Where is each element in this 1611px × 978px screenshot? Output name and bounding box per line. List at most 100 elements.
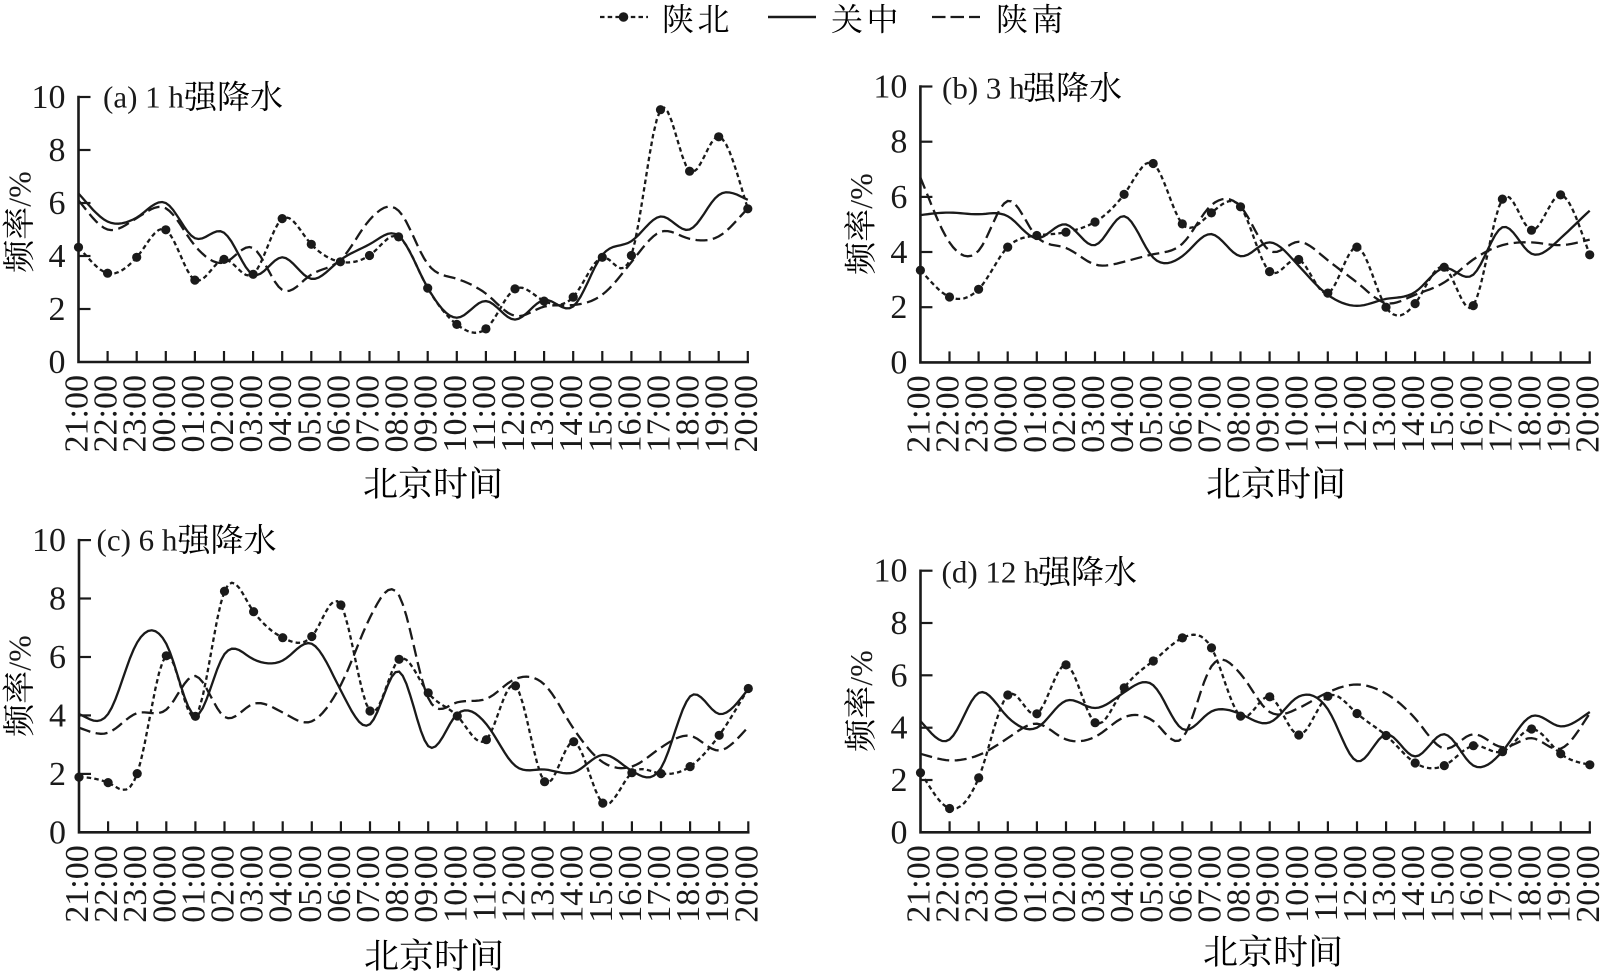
svg-text:10:00: 10:00	[1279, 375, 1316, 452]
svg-text:01:00: 01:00	[175, 375, 212, 452]
svg-text:18:00: 18:00	[670, 375, 707, 452]
svg-text:03:00: 03:00	[234, 845, 271, 922]
svg-text:14:00: 14:00	[1395, 375, 1432, 452]
svg-text:(b) 3 h: (b) 3 h	[942, 71, 1025, 106]
svg-text:02:00: 02:00	[204, 375, 241, 452]
svg-text:16:00: 16:00	[612, 845, 649, 922]
svg-text:00:00: 00:00	[988, 845, 1025, 922]
svg-text:05:00: 05:00	[291, 375, 328, 452]
svg-text:07:00: 07:00	[350, 375, 387, 452]
svg-text:17:00: 17:00	[1483, 845, 1520, 922]
svg-text:22:00: 22:00	[88, 375, 125, 452]
svg-text:20:00: 20:00	[728, 845, 765, 922]
svg-text:06:00: 06:00	[321, 845, 358, 922]
svg-text:(d) 12 h: (d) 12 h	[942, 555, 1041, 590]
svg-text:0: 0	[890, 344, 907, 381]
svg-text:/%: /%	[843, 173, 879, 209]
svg-text:10: 10	[873, 69, 907, 106]
svg-text:08:00: 08:00	[379, 375, 416, 452]
svg-text:8: 8	[49, 132, 66, 169]
svg-text:11:00: 11:00	[466, 375, 503, 451]
svg-text:14:00: 14:00	[1395, 845, 1432, 922]
svg-text:05:00: 05:00	[292, 845, 329, 922]
svg-text:/%: /%	[843, 650, 879, 686]
svg-text:04:00: 04:00	[1104, 845, 1141, 922]
svg-text:00:00: 00:00	[988, 375, 1025, 452]
svg-text:18:00: 18:00	[670, 845, 707, 922]
svg-text:09:00: 09:00	[408, 845, 445, 922]
svg-text:23:00: 23:00	[959, 845, 996, 922]
svg-text:23:00: 23:00	[959, 375, 996, 452]
svg-text:02:00: 02:00	[1046, 375, 1083, 452]
svg-text:13:00: 13:00	[524, 375, 561, 452]
svg-text:10:00: 10:00	[437, 375, 474, 452]
svg-text:08:00: 08:00	[1221, 845, 1258, 922]
svg-text:0: 0	[49, 814, 66, 851]
svg-text:19:00: 19:00	[1541, 375, 1578, 452]
svg-text:0: 0	[49, 344, 66, 381]
svg-text:07:00: 07:00	[1191, 375, 1228, 452]
svg-text:10:00: 10:00	[437, 845, 474, 922]
svg-text:15:00: 15:00	[583, 845, 620, 922]
svg-text:0: 0	[891, 814, 908, 851]
svg-text:18:00: 18:00	[1512, 375, 1549, 452]
svg-text:2: 2	[891, 762, 908, 799]
svg-text:23:00: 23:00	[117, 845, 154, 922]
svg-text:12:00: 12:00	[1337, 845, 1374, 922]
svg-text:16:00: 16:00	[611, 375, 648, 452]
svg-text:04:00: 04:00	[1104, 375, 1141, 452]
svg-text:20:00: 20:00	[1570, 845, 1607, 922]
svg-text:17:00: 17:00	[1482, 375, 1519, 452]
svg-text:12:00: 12:00	[1337, 375, 1374, 452]
svg-text:10: 10	[874, 553, 908, 590]
svg-text:6: 6	[49, 639, 66, 676]
svg-text:08:00: 08:00	[379, 845, 416, 922]
svg-text:2: 2	[49, 291, 66, 328]
svg-text:01:00: 01:00	[175, 845, 212, 922]
svg-text:14:00: 14:00	[554, 845, 591, 922]
svg-text:/%: /%	[2, 635, 38, 671]
svg-text:14:00: 14:00	[553, 375, 590, 452]
svg-text:00:00: 00:00	[146, 845, 183, 922]
svg-text:4: 4	[49, 238, 66, 275]
svg-text:13:00: 13:00	[1366, 375, 1403, 452]
svg-text:18:00: 18:00	[1512, 845, 1549, 922]
svg-text:04:00: 04:00	[263, 845, 300, 922]
svg-text:/%: /%	[2, 171, 38, 207]
svg-text:8: 8	[891, 605, 908, 642]
svg-text:11:00: 11:00	[1308, 375, 1345, 451]
svg-text:07:00: 07:00	[350, 845, 387, 922]
svg-text:4: 4	[891, 710, 908, 747]
svg-text:09:00: 09:00	[1250, 845, 1287, 922]
svg-text:15:00: 15:00	[1424, 845, 1461, 922]
svg-text:09:00: 09:00	[1250, 375, 1287, 452]
svg-text:22:00: 22:00	[930, 375, 967, 452]
svg-text:12:00: 12:00	[496, 845, 533, 922]
svg-text:6: 6	[891, 657, 908, 694]
svg-text:05:00: 05:00	[1133, 375, 1170, 452]
svg-text:10: 10	[32, 79, 66, 116]
svg-text:06:00: 06:00	[1162, 375, 1199, 452]
svg-text:20:00: 20:00	[728, 375, 765, 452]
svg-text:15:00: 15:00	[582, 375, 619, 452]
svg-text:06:00: 06:00	[1162, 845, 1199, 922]
svg-text:4: 4	[49, 697, 66, 734]
svg-text:13:00: 13:00	[525, 845, 562, 922]
svg-text:03:00: 03:00	[1075, 845, 1112, 922]
svg-text:10:00: 10:00	[1279, 845, 1316, 922]
svg-text:(c) 6 h: (c) 6 h	[97, 523, 178, 558]
svg-text:19:00: 19:00	[699, 845, 736, 922]
svg-text:00:00: 00:00	[146, 375, 183, 452]
svg-text:01:00: 01:00	[1017, 845, 1054, 922]
svg-text:16:00: 16:00	[1453, 845, 1490, 922]
svg-text:21:00: 21:00	[900, 375, 937, 452]
svg-text:16:00: 16:00	[1453, 375, 1490, 452]
svg-text:19:00: 19:00	[699, 375, 736, 452]
svg-text:07:00: 07:00	[1192, 845, 1229, 922]
svg-text:10: 10	[32, 522, 66, 559]
svg-text:2: 2	[890, 289, 907, 326]
svg-text:05:00: 05:00	[1133, 845, 1170, 922]
svg-text:15:00: 15:00	[1424, 375, 1461, 452]
svg-text:12:00: 12:00	[495, 375, 532, 452]
svg-text:(a) 1 h: (a) 1 h	[103, 80, 184, 115]
